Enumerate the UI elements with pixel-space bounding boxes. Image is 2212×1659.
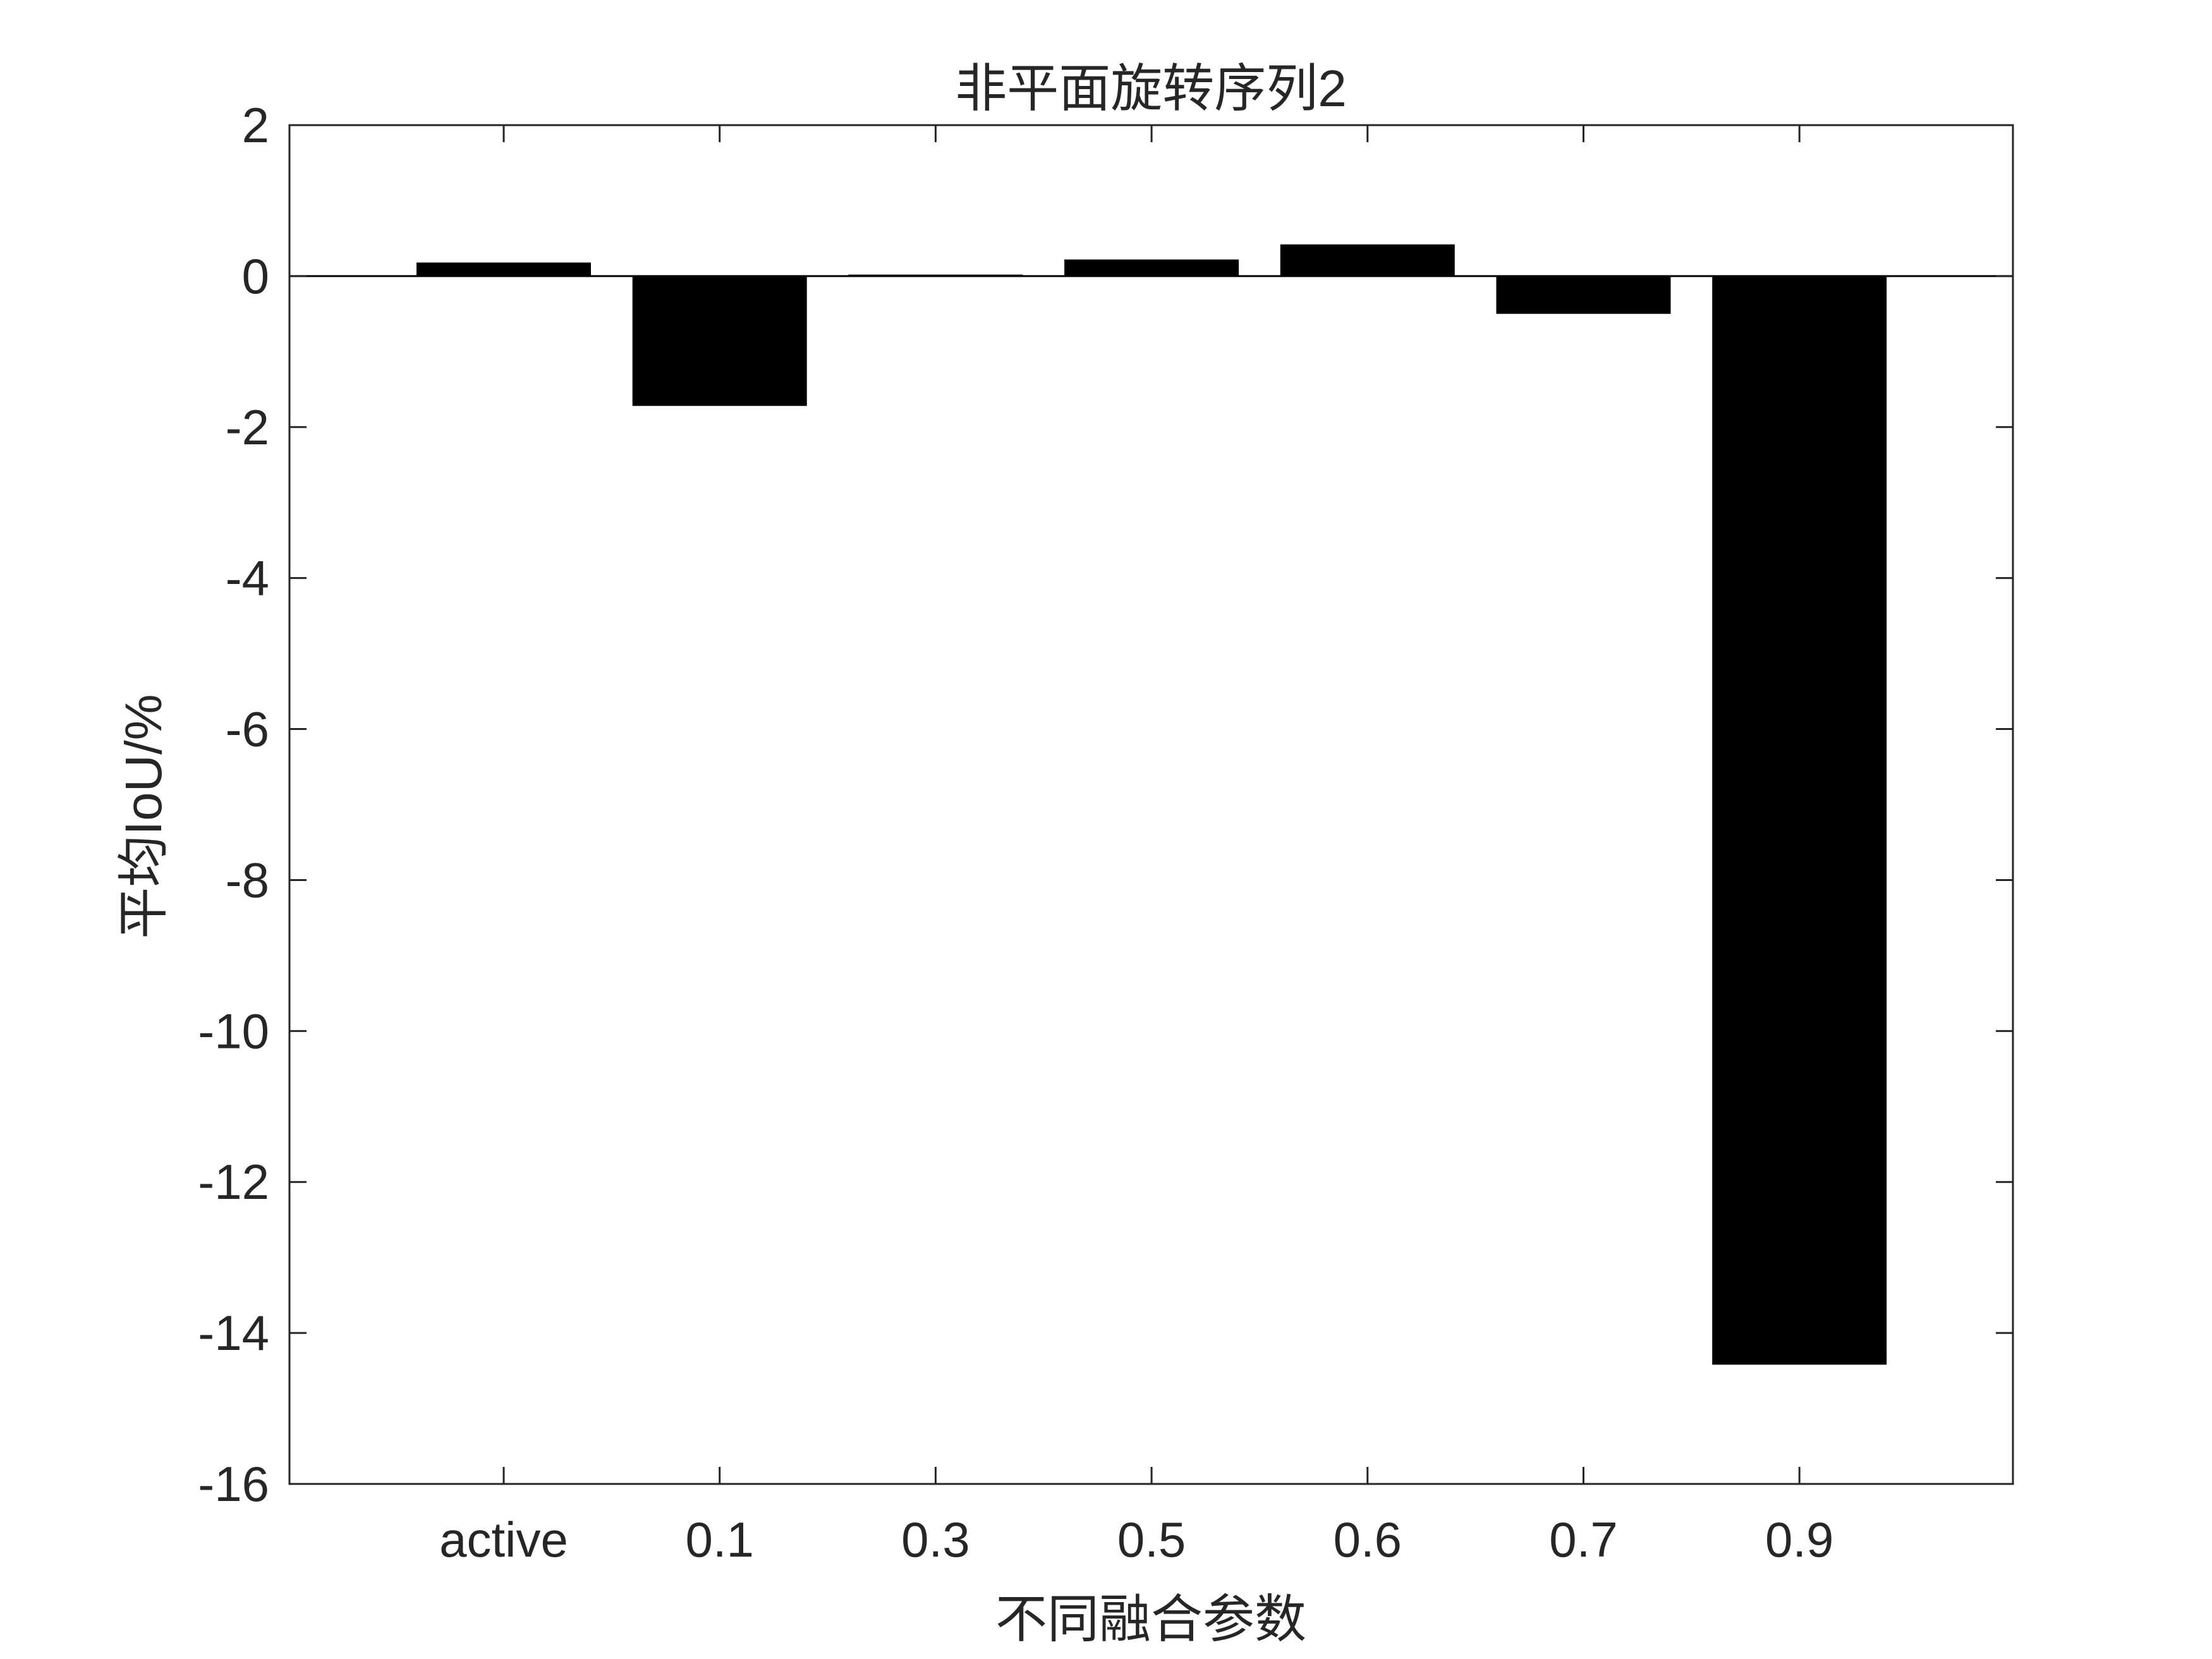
bar-3 [1064,259,1239,276]
y-tick-label-5: -8 [226,852,269,908]
bar-6 [1712,276,1887,1365]
x-tick-label-1: 0.1 [685,1512,753,1567]
y-tick-label-9: -16 [198,1456,269,1512]
y-tick-label-3: -4 [226,550,269,606]
y-tick-label-7: -12 [198,1154,269,1210]
y-tick-label-0: 2 [242,97,269,153]
y-tick-label-2: -2 [226,399,269,455]
bar-0 [416,262,591,276]
x-tick-label-2: 0.3 [901,1512,969,1567]
x-tick-label-4: 0.6 [1334,1512,1402,1567]
y-tick-label-8: -14 [198,1305,269,1361]
y-tick-label-6: -10 [198,1003,269,1059]
x-axis-title: 不同融合参数 [995,1591,1306,1648]
plot-area: 2 0 -2 -4 -6 -8 -10 -12 -14 -16 active 0.1 0.3 0.5 0.6… [198,97,2014,1567]
x-tick-label-3: 0.5 [1117,1512,1186,1567]
y-axis-title: 平均IoU/% [115,694,173,939]
x-tick-label-5: 0.7 [1549,1512,1617,1567]
x-tick-label-6: 0.9 [1765,1512,1833,1567]
y-tick-label-1: 0 [242,248,269,304]
chart-title: 非平面旋转序列2 [955,60,1347,118]
x-tick-label-0: active [439,1512,568,1567]
bar-4 [1280,244,1455,276]
y-tick-label-4: -6 [226,702,269,757]
bar-1 [632,276,807,406]
bar-5 [1496,276,1671,314]
